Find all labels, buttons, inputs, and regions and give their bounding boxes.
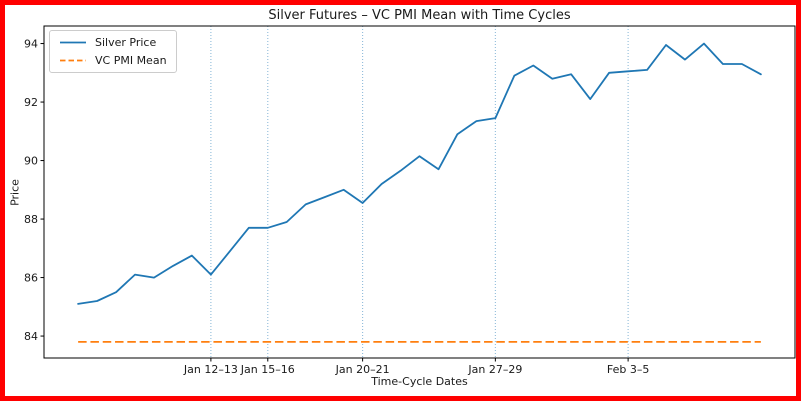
legend-item-silver-price: Silver Price [59,35,167,50]
legend-item-vc-pmi-mean: VC PMI Mean [59,53,167,68]
legend: Silver Price VC PMI Mean [49,30,177,73]
silver-price-line-sample [60,41,86,44]
x-tick-label: Feb 3–5 [607,363,649,376]
legend-label-vc-pmi-mean: VC PMI Mean [95,54,167,67]
legend-label-silver-price: Silver Price [95,36,157,49]
y-tick-label: 88 [24,213,38,226]
y-tick-label: 94 [24,38,38,51]
x-axis-label: Time-Cycle Dates [371,375,468,388]
y-tick-label: 86 [24,272,38,285]
y-axis-label: Price [8,179,22,206]
x-tick-label: Jan 12–13 [183,363,238,376]
plot-svg: 84 86 88 90 92 94 Jan 12–13 Jan 15–16 Jan 20–21 J… [24,25,796,376]
axis-ticks [40,43,629,362]
silver-price-layer [77,42,762,305]
silver-price-line [77,42,762,305]
x-tick-label: Jan 27–29 [467,363,522,376]
x-tick-label: Jan 20–21 [335,363,390,376]
axes-frame [43,25,796,359]
y-tick-label: 92 [24,96,38,109]
y-tick-label: 84 [24,330,38,343]
y-tick-label: 90 [24,155,38,168]
x-tick-label: Jan 15–16 [240,363,295,376]
vc-pmi-mean-line-sample [60,59,86,62]
chart-title: Silver Futures – VC PMI Mean with Time C… [268,8,571,23]
axis-tick-labels: 84 86 88 90 92 94 Jan 12–13 Jan 15–16 Jan 20–21 J… [24,38,649,376]
time-cycle-lines [210,26,629,358]
